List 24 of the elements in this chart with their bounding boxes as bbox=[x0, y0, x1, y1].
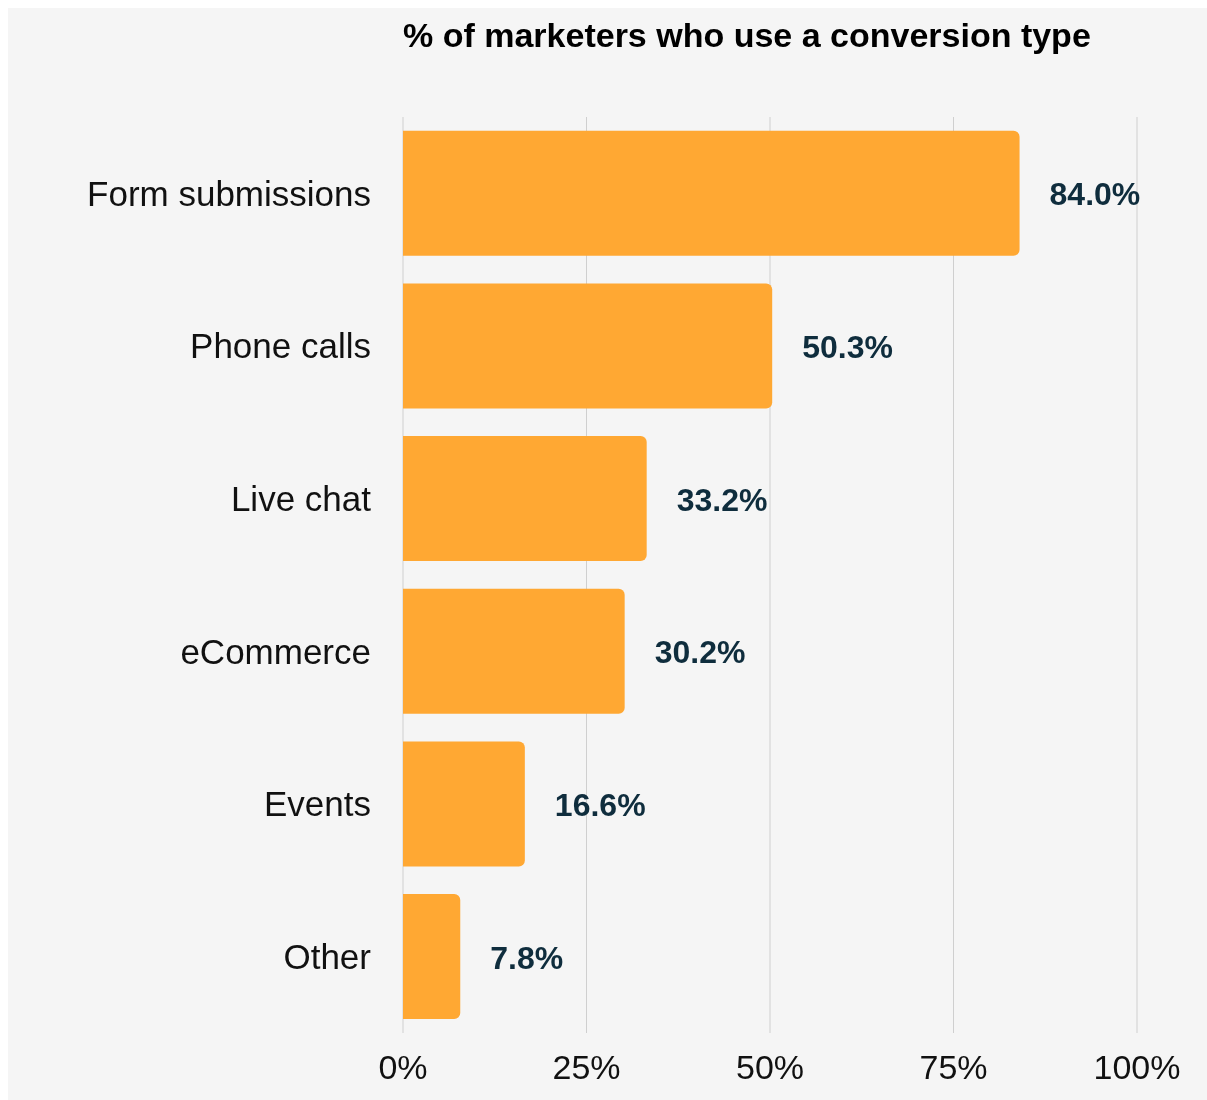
bar bbox=[403, 741, 525, 867]
bar bbox=[403, 130, 1020, 256]
y-tick-label: Form submissions bbox=[87, 173, 371, 213]
x-tick-label: 100% bbox=[1093, 1048, 1181, 1087]
x-tick-label: 75% bbox=[919, 1048, 988, 1087]
bar bbox=[403, 283, 773, 409]
x-tick-label: 25% bbox=[552, 1048, 621, 1087]
data-label: 84.0% bbox=[1049, 176, 1141, 213]
y-tick-label: Phone calls bbox=[190, 326, 371, 366]
x-tick-label: 0% bbox=[378, 1048, 428, 1087]
y-tick-label: Other bbox=[283, 937, 372, 977]
data-label: 50.3% bbox=[802, 328, 893, 365]
y-tick-label: Events bbox=[264, 784, 371, 824]
data-label: 7.8% bbox=[490, 939, 564, 976]
y-tick-label: Live chat bbox=[230, 479, 372, 519]
data-label: 16.6% bbox=[554, 786, 646, 823]
data-label: 33.2% bbox=[676, 481, 768, 518]
bar bbox=[403, 436, 647, 562]
y-tick-label: eCommerce bbox=[180, 631, 371, 671]
bar bbox=[403, 894, 461, 1020]
x-tick-label: 50% bbox=[735, 1048, 805, 1087]
chart-title: % of marketers who use a conversion type bbox=[403, 16, 1091, 55]
data-label: 30.2% bbox=[654, 634, 746, 671]
bar bbox=[403, 588, 625, 714]
